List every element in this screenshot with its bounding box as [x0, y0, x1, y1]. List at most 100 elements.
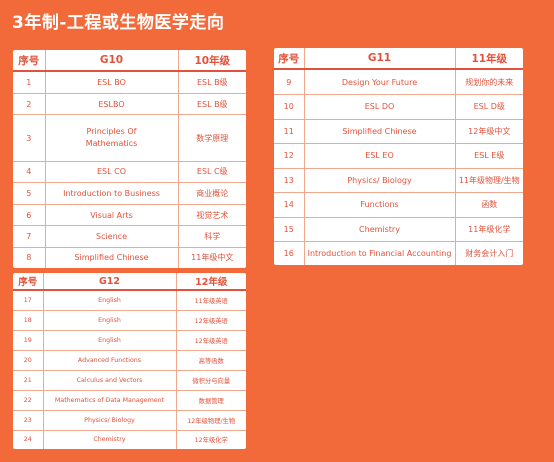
- course-name-en: English: [43, 290, 177, 312]
- course-name-en: Advanced Functions: [43, 350, 177, 371]
- page-title: 3年制-工程或生物医学走向: [12, 13, 225, 33]
- course-name-en: Design Your Future: [304, 69, 456, 96]
- course-name-cn: 11年级中文: [191, 253, 234, 263]
- course-index: 19: [13, 330, 44, 352]
- course-index: 13: [274, 168, 305, 194]
- course-name-cn: 11年级化学: [455, 217, 523, 243]
- course-name-en: Introduction to Financial Accounting: [304, 241, 456, 265]
- course-name-cn: 12年级化学: [194, 437, 228, 445]
- course-name-line: Principles Of: [86, 126, 137, 136]
- course-index: 22: [13, 390, 44, 411]
- course-name-en: ESL CO: [45, 161, 179, 184]
- course-name-en: Simplified Chinese: [304, 119, 456, 145]
- course-name-cn: 数学原理: [178, 114, 246, 162]
- g11-course-table: 序号 G11 11年级 9 Design Your Future 规划你的未来 10 E…: [274, 48, 523, 265]
- course-name-en: Chemistry: [304, 217, 456, 243]
- course-name-cn: 12年级英语: [176, 330, 246, 352]
- course-name-cn: 高等函数: [176, 350, 246, 371]
- course-index: 3: [13, 114, 46, 162]
- g12-rows: 17 English 11年级英语 18 English 12年级英语 19 English 1…: [13, 290, 246, 449]
- course-index: 20: [13, 350, 44, 371]
- course-index: 15: [274, 217, 305, 243]
- course-name-en: ESL EO: [304, 143, 456, 169]
- course-index: 5: [13, 182, 46, 205]
- course-name-cn: 数据管理: [176, 390, 246, 411]
- course-name-en: ESLBO: [45, 93, 179, 116]
- table-row: 19 English 12年级英语: [13, 330, 246, 352]
- table-row: 15 Chemistry 11年级化学: [274, 217, 523, 243]
- table-row: 4 ESL CO ESL C级: [13, 161, 246, 184]
- course-index: 16: [274, 241, 305, 265]
- course-name-en: Visual Arts: [45, 204, 179, 227]
- course-index: 14: [274, 192, 305, 218]
- course-name-cn: 函数: [455, 192, 523, 218]
- table-row: 2 ESLBO ESL B级: [13, 93, 246, 116]
- course-name-cn: ESL B级: [178, 93, 246, 116]
- table-row: 6 Visual Arts 视觉艺术: [13, 204, 246, 227]
- course-index: 24: [13, 430, 44, 449]
- course-name-en: Simplified Chinese: [45, 247, 179, 268]
- table-row: 18 English 12年级英语: [13, 310, 246, 332]
- course-name-cn: 11年级物理/生物: [455, 168, 523, 194]
- course-name-cn: 科学: [178, 225, 246, 248]
- course-name-cn: 财务会计入门: [465, 249, 514, 258]
- table-row: 20 Advanced Functions 高等函数: [13, 350, 246, 371]
- course-index: 21: [13, 370, 44, 391]
- course-name-cn: ESL B级: [178, 71, 246, 94]
- course-name-cn: 12年级物理/生物: [176, 410, 246, 431]
- table-row: 7 Science 科学: [13, 225, 246, 248]
- header-grade: G10: [45, 50, 179, 72]
- course-name-en: Science: [45, 225, 179, 248]
- course-name-cn: 视觉艺术: [178, 204, 246, 227]
- course-name-en: Functions: [304, 192, 456, 218]
- g10-course-table: 序号 G10 10年级 1 ESL BO ESL B级 2 ESLBO ESL B级 3 Pr…: [13, 50, 246, 268]
- g11-rows: 9 Design Your Future 规划你的未来 10 ESL DO ESL D级 1…: [274, 69, 523, 265]
- course-name-en: Mathematics of Data Management: [43, 390, 177, 411]
- g10-rows: 1 ESL BO ESL B级 2 ESLBO ESL B级 3 Principles Of M…: [13, 71, 246, 268]
- course-name-en: Principles Of Mathematics: [45, 114, 179, 162]
- table-row: 23 Physics/ Biology 12年级物理/生物: [13, 410, 246, 431]
- course-index: 4: [13, 161, 46, 184]
- course-name-en: English: [43, 330, 177, 352]
- course-name-cn: 12年级英语: [176, 310, 246, 332]
- g12-course-table: 序号 G12 12年级 17 English 11年级英语 18 English 12年级…: [13, 273, 246, 449]
- course-name-en: English: [43, 310, 177, 332]
- course-name-cn: ESL E级: [455, 143, 523, 169]
- course-name-en: ESL DO: [304, 94, 456, 120]
- course-name-en: Introduction to Business: [45, 182, 179, 205]
- table-row: 24 Chemistry 12年级化学: [13, 430, 246, 449]
- table-row: 22 Mathematics of Data Management 数据管理: [13, 390, 246, 411]
- course-index: 18: [13, 310, 44, 332]
- table-row: 14 Functions 函数: [274, 192, 523, 218]
- table-row: 9 Design Your Future 规划你的未来: [274, 69, 523, 96]
- table-row: 11 Simplified Chinese 12年级中文: [274, 119, 523, 145]
- course-name-cn: ESL C级: [178, 161, 246, 184]
- course-name-line: Mathematics: [85, 139, 138, 149]
- course-index: 1: [13, 71, 46, 94]
- course-index: 7: [13, 225, 46, 248]
- header-index: 序号: [13, 273, 44, 291]
- course-name-en: Physics/ Biology: [304, 168, 456, 194]
- table-row: 17 English 11年级英语: [13, 290, 246, 312]
- course-name-en: Calculus and Vectors: [43, 370, 177, 391]
- course-name-cn: 规划你的未来: [455, 69, 523, 96]
- course-name-en: ESL BO: [45, 71, 179, 94]
- course-name-cn: ESL D级: [455, 94, 523, 120]
- course-index: 11: [274, 119, 305, 145]
- course-index: 17: [13, 290, 44, 312]
- table-row: 13 Physics/ Biology 11年级物理/生物: [274, 168, 523, 194]
- course-name-cn: 微积分与向量: [176, 370, 246, 391]
- table-row: 16 Introduction to Financial Accounting 财务…: [274, 241, 523, 265]
- course-index: 9: [274, 69, 305, 96]
- course-index: 12: [274, 143, 305, 169]
- course-index: 6: [13, 204, 46, 227]
- course-index: 23: [13, 410, 44, 431]
- table-row: 8 Simplified Chinese 11年级中文: [13, 247, 246, 268]
- table-row: 10 ESL DO ESL D级: [274, 94, 523, 120]
- header-grade-cn: 10年级: [178, 50, 246, 72]
- course-index: 2: [13, 93, 46, 116]
- table-row: 1 ESL BO ESL B级: [13, 71, 246, 94]
- header-grade-cn: 12年级: [176, 273, 246, 291]
- course-index: 8: [13, 247, 46, 268]
- header-index: 序号: [274, 48, 305, 70]
